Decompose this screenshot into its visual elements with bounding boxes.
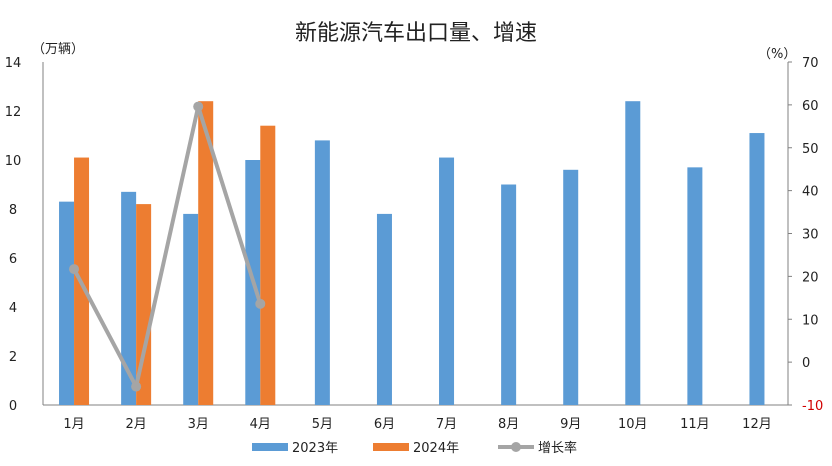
chart-title: 新能源汽车出口量、增速 <box>295 21 537 46</box>
right-tick-label: 0 <box>802 356 810 371</box>
left-tick-label: 4 <box>9 301 17 316</box>
growth-line <box>69 101 266 392</box>
x-category-label: 11月 <box>680 417 710 432</box>
bar-series2 <box>136 204 152 405</box>
bar-series1 <box>376 213 392 405</box>
right-tick-label: -10 <box>802 399 823 414</box>
x-category-label: 5月 <box>312 417 333 432</box>
x-axis-labels: 1月 2月 3月 4月 5月 6月 7月 8月 9月 10月 11月 12月 <box>63 417 771 432</box>
legend: 2023年 2024年 增长率 <box>252 440 577 456</box>
x-category-label: 2月 <box>125 417 146 432</box>
right-tick-label: 10 <box>802 313 819 328</box>
left-tick-label: 10 <box>5 154 22 169</box>
growth-point <box>131 381 142 392</box>
right-axis-unit: （%） <box>758 47 796 62</box>
bar-series1 <box>563 169 579 405</box>
left-tick-label: 14 <box>5 56 22 71</box>
x-category-label: 8月 <box>498 417 519 432</box>
x-category-label: 9月 <box>560 417 581 432</box>
legend-label: 2023年 <box>292 441 338 456</box>
right-tick-label: 50 <box>802 142 819 157</box>
left-tick-label: 8 <box>9 203 17 218</box>
legend-swatch <box>373 443 409 451</box>
right-tick-label: 70 <box>802 56 819 71</box>
bar-series1 <box>121 191 137 405</box>
bar-series1 <box>501 184 517 405</box>
x-category-label: 1月 <box>63 417 84 432</box>
left-tick-label: 12 <box>5 105 22 120</box>
x-category-label: 12月 <box>742 417 772 432</box>
legend-swatch <box>252 443 288 451</box>
x-category-label: 6月 <box>374 417 395 432</box>
bar-series1 <box>749 133 765 406</box>
left-tick-label: 0 <box>9 399 17 414</box>
growth-point <box>193 101 204 112</box>
right-tick-label: 60 <box>802 99 819 114</box>
bar-series2 <box>260 125 276 405</box>
growth-line-path <box>72 104 263 389</box>
right-tick-label: 30 <box>802 228 819 243</box>
legend-swatch-marker <box>511 442 521 452</box>
x-category-label: 10月 <box>618 417 648 432</box>
left-tick-label: 2 <box>9 350 17 365</box>
right-tick-label: 40 <box>802 185 819 200</box>
legend-label: 2024年 <box>413 441 459 456</box>
x-category-label: 3月 <box>188 417 209 432</box>
x-category-label: 4月 <box>250 417 271 432</box>
bar-series1 <box>314 140 330 405</box>
right-axis: -10 0 10 20 30 40 50 60 70 <box>787 56 823 414</box>
legend-label: 增长率 <box>538 440 577 456</box>
bar-series1 <box>439 157 455 405</box>
left-tick-label: 6 <box>9 252 17 267</box>
left-axis: 0 2 4 6 8 10 12 14 <box>5 56 788 414</box>
bar-series2 <box>198 101 214 405</box>
growth-point <box>69 264 80 275</box>
bar-series1 <box>687 167 703 405</box>
bar-series1 <box>183 213 199 405</box>
right-tick-label: 20 <box>802 270 819 285</box>
x-category-label: 7月 <box>436 417 457 432</box>
growth-point <box>255 298 266 309</box>
bar-series1 <box>625 101 641 405</box>
bar-series1 <box>59 201 75 405</box>
left-axis-unit: （万辆） <box>32 42 84 57</box>
